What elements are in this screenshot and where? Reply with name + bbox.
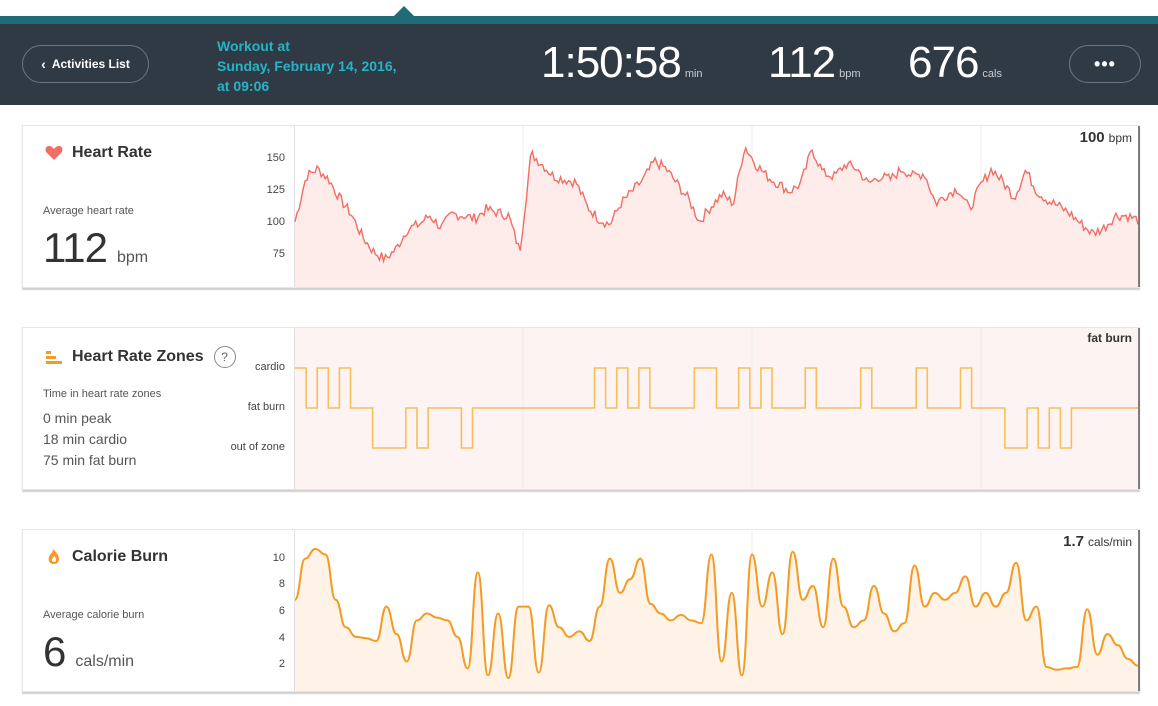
cal-ytick-2: 2 (278, 658, 285, 670)
heart-rate-chart-svg (294, 126, 1140, 287)
workout-title-line3: at 09:06 (217, 78, 270, 94)
hr-current-unit: bpm (1108, 131, 1132, 145)
hr-ytick-125: 125 (266, 184, 285, 196)
duration-unit: min (684, 68, 703, 80)
duration-value: 1:50:58 (541, 38, 682, 87)
heart-rate-chart[interactable]: 100 bpm (294, 126, 1140, 287)
heart-rate-title-text: Heart Rate (72, 144, 153, 161)
calorie-series-line (294, 547, 1139, 680)
flame-icon (48, 549, 59, 564)
avg-heart-rate-unit: bpm (116, 249, 149, 266)
zones-step-line (295, 367, 1138, 449)
zone-label-cardio: cardio (255, 361, 285, 373)
top-accent-strip (0, 16, 1158, 24)
activities-list-label: Activities List (51, 57, 130, 71)
zone-label-fatburn: fat burn (247, 401, 285, 413)
workout-title-line2: Sunday, February 14, 2016, (217, 58, 397, 74)
workout-title-line1: Workout at (217, 38, 290, 54)
calories-value: 676 (908, 38, 979, 87)
calories-stat: 676 cals (908, 38, 1002, 88)
cal-ytick-6: 6 (278, 605, 285, 617)
zone-fatburn-line: 75 min fat burn (43, 452, 137, 468)
heart-rate-unit: bpm (839, 68, 861, 80)
zone-label-out-of-zone: out of zone (230, 441, 285, 453)
avg-calorie-burn-number: 6 (43, 628, 66, 675)
avg-calorie-burn-unit: cals/min (75, 653, 135, 670)
calorie-current-readout: 1.7 cals/min (1063, 533, 1132, 550)
heart-rate-value: 112 (768, 38, 836, 87)
zones-current-value: fat burn (1087, 331, 1132, 345)
cal-ytick-4: 4 (278, 632, 285, 644)
heart-rate-zones-panel: Heart Rate Zones ? Time in heart rate zo… (22, 327, 1140, 490)
hr-current-value: 100 (1079, 129, 1105, 146)
calories-unit: cals (982, 68, 1002, 80)
heart-rate-stat: 112 bpm (768, 38, 861, 88)
avg-calorie-burn-value: 6 cals/min (43, 628, 134, 676)
ellipsis-icon: ••• (1094, 53, 1116, 74)
bars-icon (46, 351, 62, 364)
hr-ytick-75: 75 (272, 248, 285, 260)
workout-header: ‹ Activities List Workout at Sunday, Feb… (0, 24, 1158, 105)
heart-rate-zones-title: Heart Rate Zones ? (45, 346, 236, 368)
calorie-burn-chart[interactable]: 1.7 cals/min (294, 530, 1140, 691)
zone-summary: 0 min peak 18 min cardio 75 min fat burn (43, 408, 136, 471)
chevron-left-icon: ‹ (41, 56, 46, 72)
avg-heart-rate-value: 112 bpm (43, 224, 148, 272)
hr-ytick-100: 100 (266, 216, 285, 228)
heart-rate-panel: Heart Rate Average heart rate 112 bpm 15… (22, 125, 1140, 288)
activities-list-button[interactable]: ‹ Activities List (22, 45, 149, 83)
zones-current-readout: fat burn (1087, 331, 1132, 345)
cal-current-value: 1.7 (1063, 533, 1084, 550)
workout-title: Workout at Sunday, February 14, 2016, at… (217, 36, 437, 96)
zone-cardio-line: 18 min cardio (43, 431, 128, 447)
duration-stat: 1:50:58 min (541, 38, 703, 88)
cal-ytick-8: 8 (278, 578, 285, 590)
hr-ytick-150: 150 (266, 152, 285, 164)
zone-peak-line: 0 min peak (43, 410, 112, 426)
heart-rate-zones-title-text: Heart Rate Zones (72, 348, 204, 365)
heart-rate-current-readout: 100 bpm (1080, 129, 1132, 146)
header-notch (394, 6, 414, 16)
avg-heart-rate-label: Average heart rate (43, 205, 134, 217)
calorie-burn-title: Calorie Burn (45, 548, 168, 566)
more-options-button[interactable]: ••• (1069, 45, 1141, 83)
calorie-burn-panel: Calorie Burn Average calorie burn 6 cals… (22, 529, 1140, 692)
heart-rate-title: Heart Rate (45, 144, 152, 162)
avg-heart-rate-number: 112 (43, 224, 108, 271)
heart-icon (45, 145, 63, 160)
cal-current-unit: cals/min (1087, 535, 1132, 549)
heart-rate-series-line (294, 145, 1139, 264)
heart-rate-zones-chart-svg (294, 328, 1140, 489)
help-icon[interactable]: ? (213, 346, 236, 368)
cal-ytick-10: 10 (272, 552, 285, 564)
time-in-zones-label: Time in heart rate zones (43, 388, 162, 400)
calorie-burn-title-text: Calorie Burn (72, 548, 169, 565)
heart-rate-zones-chart[interactable]: fat burn (294, 328, 1140, 489)
heart-rate-area-fill (295, 148, 1138, 287)
calorie-burn-chart-svg (294, 530, 1140, 691)
avg-calorie-burn-label: Average calorie burn (43, 609, 145, 621)
